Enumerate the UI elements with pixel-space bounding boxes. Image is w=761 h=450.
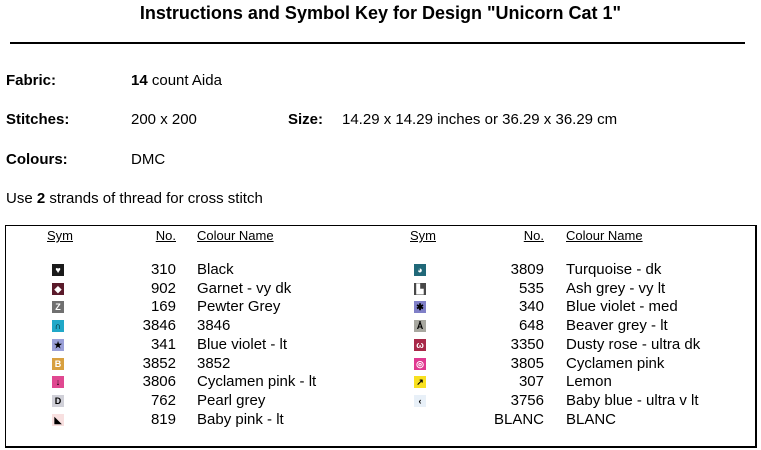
- color-symbol-icon: ∩: [52, 320, 64, 333]
- size-label: Size:: [288, 111, 324, 128]
- colour-name: Lemon: [566, 373, 612, 391]
- strands-instruction: Use 2 strands of thread for cross stitch: [6, 190, 263, 207]
- strands-pre: Use: [6, 190, 33, 207]
- color-symbol-icon: ◣: [52, 413, 64, 426]
- colour-name: Baby blue - ultra v lt: [566, 391, 699, 409]
- dmc-number: 341: [150, 335, 176, 353]
- header-no: No.: [155, 228, 176, 243]
- dmc-number: 3805: [510, 354, 544, 372]
- colour-name: Cyclamen pink: [566, 354, 665, 372]
- color-symbol-icon: ↓: [52, 376, 64, 389]
- page-title: Instructions and Symbol Key for Design "…: [139, 3, 622, 23]
- colour-name: Ash grey - vy lt: [566, 279, 666, 297]
- colours-label: Colours:: [6, 151, 68, 168]
- strands-count: 2: [36, 190, 46, 207]
- color-symbol-icon: Z: [52, 301, 64, 314]
- dmc-number: 3350: [510, 335, 544, 353]
- color-symbol-icon: ◕: [414, 264, 426, 276]
- color-symbol-icon: B: [52, 357, 64, 370]
- color-symbol-icon: ◆: [52, 282, 64, 295]
- fabric-value: 14 count Aida: [131, 72, 222, 89]
- size-value: 14.29 x 14.29 inches or 36.29 x 36.29 cm: [342, 111, 618, 128]
- colour-name: Black: [197, 261, 234, 278]
- dmc-number: BLANC: [493, 410, 544, 428]
- dmc-number: 902: [150, 279, 176, 297]
- color-symbol-icon: ↗: [414, 376, 426, 389]
- header-sym: Sym: [47, 228, 73, 243]
- divider: [10, 42, 745, 44]
- dmc-number: 535: [518, 279, 544, 297]
- fabric-type: count Aida: [151, 72, 222, 89]
- header-sym: Sym: [410, 228, 436, 243]
- dmc-number: 3852: [142, 354, 176, 372]
- dmc-number: 310: [150, 261, 176, 278]
- colour-name: Garnet - vy dk: [197, 279, 292, 297]
- dmc-number: 3806: [142, 373, 176, 391]
- color-symbol-icon: ‹: [414, 394, 426, 407]
- colour-name: Beaver grey - lt: [566, 317, 668, 335]
- colour-name: Pearl grey: [197, 391, 266, 409]
- colour-name: Cyclamen pink - lt: [197, 373, 317, 391]
- colour-name: Baby pink - lt: [197, 410, 284, 428]
- colours-value: DMC: [131, 151, 166, 168]
- header-colour-name: Colour Name: [197, 228, 274, 243]
- color-symbol-icon: ◎: [414, 357, 426, 370]
- header-colour-name: Colour Name: [566, 228, 643, 243]
- color-symbol-icon: ✱: [414, 301, 426, 314]
- colour-name: Blue violet - lt: [197, 335, 288, 353]
- symbol-key-table: [5, 225, 757, 448]
- dmc-number: 3756: [510, 391, 544, 409]
- fabric-label: Fabric:: [6, 72, 57, 89]
- dmc-number: 762: [150, 391, 176, 409]
- colour-name: Blue violet - med: [566, 298, 678, 316]
- color-symbol-icon: [414, 413, 426, 426]
- header-no: No.: [523, 228, 544, 243]
- colour-name: BLANC: [566, 410, 617, 428]
- color-symbol-icon: ▙: [414, 282, 426, 295]
- stitches-value: 200 x 200: [131, 111, 197, 128]
- dmc-number: 648: [518, 317, 544, 335]
- dmc-number: 3809: [510, 261, 544, 278]
- dmc-number: 169: [150, 298, 176, 316]
- color-symbol-icon: ♥: [52, 264, 64, 276]
- dmc-number: 307: [518, 373, 544, 391]
- dmc-number: 819: [150, 410, 176, 428]
- color-symbol-icon: ω: [414, 338, 426, 351]
- color-symbol-icon: Å: [414, 320, 426, 333]
- colour-name: Pewter Grey: [197, 298, 281, 316]
- dmc-number: 3846: [142, 317, 176, 335]
- colour-name: Dusty rose - ultra dk: [566, 335, 701, 353]
- colour-name: 3852: [197, 354, 231, 372]
- fabric-count: 14: [131, 72, 148, 89]
- colour-name: Turquoise - dk: [566, 261, 662, 278]
- dmc-number: 340: [518, 298, 544, 316]
- color-symbol-icon: ★: [52, 338, 64, 351]
- color-symbol-icon: D: [52, 394, 64, 407]
- stitches-label: Stitches:: [6, 111, 70, 128]
- strands-post: strands of thread for cross stitch: [49, 190, 263, 207]
- colour-name: 3846: [197, 317, 231, 335]
